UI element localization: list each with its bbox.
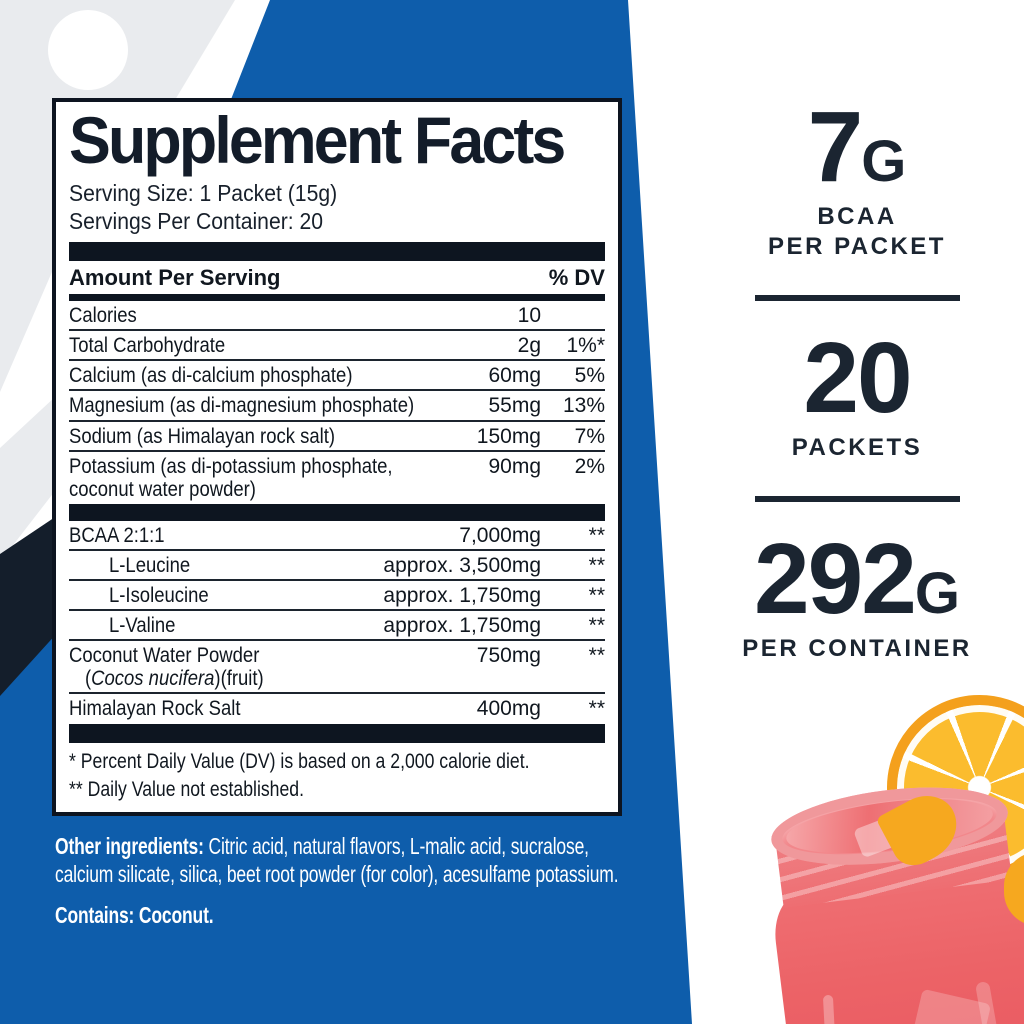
stat-per-container: 292G PER CONTAINER [690,529,1024,663]
table-header: Amount Per Serving % DV [69,261,605,294]
stat-unit-g: G [861,129,907,194]
table-row-coconut-water-powder: Coconut Water Powder (Cocos nucifera)(fr… [69,639,605,692]
stat-bcaa-per-packet: 7G BCAA PER PACKET [690,97,1024,261]
table-row-l-leucine: L-Leucine approx. 3,500mg ** [69,548,605,579]
stat-label-per-container: PER CONTAINER [742,635,972,662]
right-stats-column: 7G BCAA PER PACKET 20 PACKETS 292G PER C… [690,97,1024,663]
stat-label-packets: PACKETS [791,434,923,461]
stat-packets: 20 PACKETS [690,328,1024,462]
table-row-sodium: Sodium (as Himalayan rock salt) 150mg 7% [69,419,605,450]
header-amount-per-serving: Amount Per Serving [69,265,281,291]
panel-title: Supplement Facts [69,103,566,177]
stat-divider [754,496,960,502]
stat-unit-g: G [914,561,960,626]
stat-label-per-packet: PER PACKET [768,233,946,260]
footnote-not-established: ** Daily Value not established. [69,777,305,801]
table-row-l-isoleucine: L-Isoleucine approx. 1,750mg ** [69,578,605,609]
table-row-bcaa: BCAA 2:1:1 7,000mg ** [69,523,605,547]
table-row-l-valine: L-Valine approx. 1,750mg ** [69,609,605,639]
serving-size: Serving Size: 1 Packet (15g) [69,179,338,206]
divider-bar-top [69,242,605,262]
table-row-calories: Calories 10 [69,304,541,328]
glass-highlight [822,994,840,1024]
table-row-calcium: Calcium (as di-calcium phosphate) 60mg 5… [69,359,605,389]
supplement-facts-panel: Supplement Facts Serving Size: 1 Packet … [52,98,622,817]
other-ingredients-block: Other ingredients: Citric acid, natural … [55,832,633,929]
stat-divider [754,295,960,301]
stat-value-292g: 292 [754,523,917,635]
table-row-himalayan-rock-salt: Himalayan Rock Salt 400mg ** [69,692,605,722]
footnote-dv: * Percent Daily Value (DV) is based on a… [69,750,530,774]
table-row-magnesium: Magnesium (as di-magnesium phosphate) 55… [69,389,605,419]
header-percent-dv: % DV [548,265,605,291]
servings-per-container: Servings Per Container: 20 [69,207,324,234]
divider-bar-header [69,294,605,302]
stat-value-7g: 7 [807,91,864,203]
footnotes: * Percent Daily Value (DV) is based on a… [69,748,605,803]
corner-glyph-notch [48,10,128,90]
glass-highlight [974,980,1012,1024]
lemon-slice-edge [1004,852,1024,926]
table-row-total-carbohydrate: Total Carbohydrate 2g 1%* [69,329,605,359]
stat-value-20: 20 [803,322,912,434]
other-ingredients-text: Other ingredients: Citric acid, natural … [55,833,619,888]
divider-bar-section [69,503,605,521]
table-row-potassium: Potassium (as di-potassium phosphate, co… [69,449,605,503]
drink-photo [690,640,1024,1024]
divider-bar-bottom [69,724,605,744]
contains-statement: Contains: Coconut. [55,902,214,929]
stat-label-bcaa: BCAA [817,203,897,230]
